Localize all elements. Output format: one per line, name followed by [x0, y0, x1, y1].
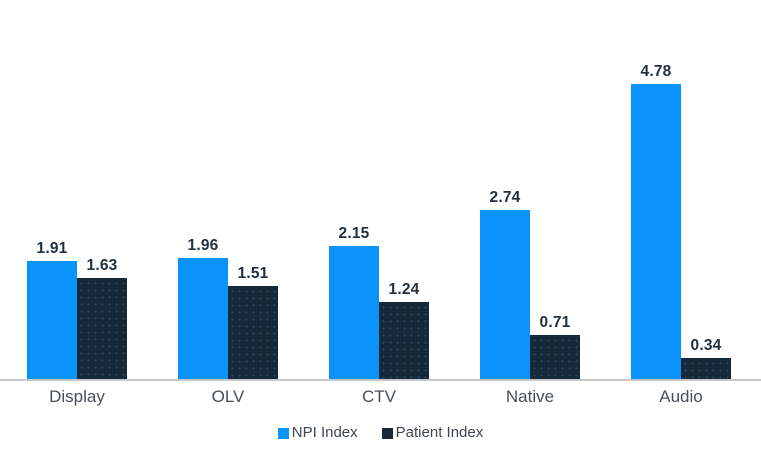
legend-swatch-patient-index: [381, 427, 393, 439]
bar-patient-index-olv: [228, 286, 278, 379]
legend-label-npi-index: NPI Index: [291, 424, 358, 441]
legend-item-patient-index: Patient Index: [381, 424, 484, 441]
x-axis-label-ctv: CTV: [362, 387, 396, 406]
legend-item-npi-index: NPI Index: [277, 424, 358, 441]
bar-patient-index-audio: [681, 358, 731, 379]
x-axis-label-olv: OLV: [211, 387, 245, 406]
value-label-patient-index-olv: 1.51: [237, 265, 269, 282]
bar-patient-index-display: [77, 278, 127, 379]
legend-label-patient-index: Patient Index: [395, 424, 484, 441]
value-label-npi-index-audio: 4.78: [640, 63, 672, 80]
x-axis-label-audio: Audio: [659, 387, 703, 406]
legend-swatch-npi-index: [277, 427, 289, 439]
bar-npi-index-ctv: [329, 246, 379, 379]
bar-npi-index-audio: [631, 84, 681, 379]
x-axis-line: [0, 379, 761, 381]
legend: NPI Index Patient Index: [0, 425, 761, 441]
x-axis-label-display: Display: [49, 387, 105, 406]
bar-npi-index-native: [480, 210, 530, 379]
bar-npi-index-olv: [178, 258, 228, 379]
x-axis-label-native: Native: [505, 387, 555, 406]
value-label-patient-index-ctv: 1.24: [388, 281, 420, 298]
value-label-npi-index-native: 2.74: [489, 189, 521, 206]
bar-patient-index-ctv: [379, 302, 429, 379]
value-label-patient-index-audio: 0.34: [690, 337, 722, 354]
value-label-patient-index-display: 1.63: [86, 257, 118, 274]
bar-patient-index-native: [530, 335, 580, 379]
value-label-patient-index-native: 0.71: [539, 314, 571, 331]
value-label-npi-index-display: 1.91: [36, 240, 68, 257]
value-label-npi-index-ctv: 2.15: [338, 225, 370, 242]
bar-npi-index-display: [27, 261, 77, 379]
value-label-npi-index-olv: 1.96: [187, 237, 219, 254]
